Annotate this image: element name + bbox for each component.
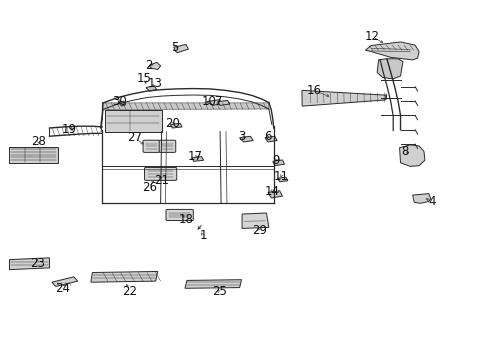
Text: 2: 2: [144, 59, 152, 72]
Text: 14: 14: [264, 185, 279, 198]
Text: 11: 11: [273, 170, 288, 183]
Text: 22: 22: [122, 285, 137, 298]
Polygon shape: [301, 90, 385, 106]
FancyBboxPatch shape: [144, 167, 176, 180]
Polygon shape: [412, 194, 430, 203]
Polygon shape: [264, 136, 277, 142]
Text: 13: 13: [147, 77, 163, 90]
Polygon shape: [149, 62, 160, 69]
Text: 9: 9: [272, 154, 279, 167]
Text: 8: 8: [401, 145, 408, 158]
Text: 26: 26: [142, 181, 157, 194]
Text: 21: 21: [154, 174, 169, 186]
Text: 6: 6: [264, 130, 271, 144]
Text: 30: 30: [112, 95, 127, 108]
Text: 18: 18: [178, 213, 193, 226]
Text: 24: 24: [56, 282, 70, 295]
FancyBboxPatch shape: [159, 140, 175, 152]
Text: 15: 15: [137, 72, 152, 85]
Text: 25: 25: [211, 285, 226, 298]
Text: 19: 19: [61, 123, 76, 136]
Text: 27: 27: [127, 131, 142, 144]
Polygon shape: [9, 258, 49, 270]
Polygon shape: [170, 123, 182, 128]
Polygon shape: [52, 277, 78, 287]
Text: 1: 1: [199, 229, 206, 242]
Text: 17: 17: [187, 150, 202, 163]
Polygon shape: [91, 271, 158, 282]
Polygon shape: [191, 157, 203, 161]
Text: 12: 12: [364, 30, 379, 43]
Polygon shape: [239, 136, 253, 142]
Text: 28: 28: [31, 135, 46, 148]
Polygon shape: [376, 59, 402, 79]
Polygon shape: [206, 100, 222, 105]
Polygon shape: [217, 100, 229, 105]
Text: 29: 29: [251, 224, 266, 238]
Text: 4: 4: [427, 195, 435, 208]
Text: 3: 3: [238, 130, 245, 144]
Polygon shape: [119, 101, 125, 106]
Polygon shape: [277, 177, 287, 182]
Text: 5: 5: [171, 41, 179, 54]
Polygon shape: [267, 191, 282, 198]
Polygon shape: [272, 160, 284, 166]
Text: 23: 23: [30, 257, 44, 270]
Polygon shape: [173, 44, 188, 53]
Text: 10: 10: [201, 95, 216, 108]
Polygon shape: [399, 145, 424, 166]
Text: 20: 20: [164, 117, 180, 130]
Text: 7: 7: [215, 95, 223, 108]
FancyBboxPatch shape: [143, 140, 159, 152]
Polygon shape: [102, 103, 268, 109]
Polygon shape: [184, 280, 241, 288]
FancyBboxPatch shape: [165, 210, 193, 221]
Polygon shape: [365, 42, 418, 60]
Polygon shape: [146, 86, 157, 91]
Polygon shape: [242, 213, 268, 228]
Text: 16: 16: [305, 84, 321, 97]
Polygon shape: [9, 147, 58, 163]
Polygon shape: [104, 110, 161, 132]
